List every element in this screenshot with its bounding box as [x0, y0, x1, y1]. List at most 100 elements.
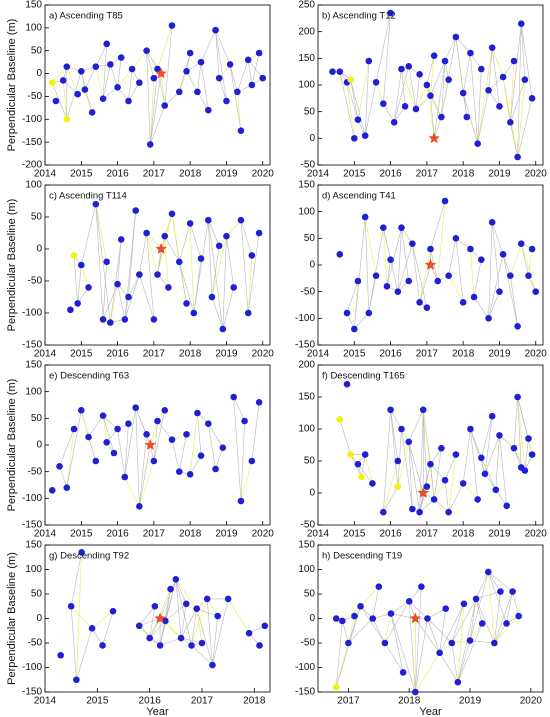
connection	[102, 415, 107, 443]
connection	[448, 238, 457, 276]
connection	[247, 255, 253, 314]
y-tick-label: -100	[22, 308, 42, 319]
reference-star	[428, 132, 440, 144]
point	[168, 22, 176, 29]
point	[478, 256, 485, 263]
connection	[422, 409, 428, 487]
x-tick-label: 2017	[143, 529, 166, 540]
x-tick-label: 2015	[343, 529, 366, 540]
point	[230, 284, 238, 291]
x-tick-label: 2018	[179, 349, 202, 360]
connection	[59, 428, 75, 467]
connection	[512, 591, 519, 617]
connection	[197, 91, 209, 111]
y-tick-label: 150	[298, 392, 315, 403]
reference-star	[155, 67, 167, 79]
point	[78, 549, 85, 556]
connection	[110, 284, 118, 323]
point	[81, 86, 89, 93]
point	[491, 639, 498, 647]
connection	[510, 122, 518, 158]
connection	[390, 409, 399, 462]
point	[394, 483, 402, 490]
point	[70, 252, 78, 259]
point	[436, 649, 443, 657]
connection	[342, 620, 349, 644]
x-tick-label: 2018	[243, 696, 266, 707]
point	[198, 639, 206, 647]
point	[205, 420, 212, 427]
connection	[469, 598, 477, 641]
point	[125, 293, 132, 301]
point	[175, 88, 183, 96]
connection	[178, 223, 191, 262]
x-tick-label: 2019	[488, 349, 511, 360]
point	[343, 309, 351, 317]
point	[215, 74, 223, 82]
connection	[149, 68, 158, 145]
point	[452, 33, 460, 41]
connection	[419, 264, 431, 303]
x-tick-label: 2014	[307, 169, 330, 180]
point	[151, 602, 159, 610]
connection	[180, 603, 187, 639]
x-tick-label: 2018	[452, 169, 475, 180]
y-axis-label: Perpendicular Baseline (m)	[6, 379, 18, 512]
connection	[149, 606, 156, 639]
connection	[368, 227, 384, 314]
connection	[102, 415, 115, 454]
point	[103, 439, 110, 446]
x-tick-label: 2020	[525, 349, 548, 360]
connection	[88, 415, 104, 438]
point	[117, 54, 125, 61]
connection	[191, 598, 208, 646]
connection	[462, 92, 478, 144]
connection	[178, 261, 187, 304]
connection	[139, 444, 151, 507]
point	[467, 425, 474, 433]
connection	[383, 103, 395, 123]
x-tick-label: 2017	[416, 529, 439, 540]
connection	[240, 420, 245, 502]
x-tick-label: 2014	[307, 529, 330, 540]
point	[361, 213, 369, 221]
point	[441, 197, 449, 205]
x-tick-label: 2018	[398, 696, 421, 707]
point	[514, 153, 521, 161]
x-tick-label: 2014	[34, 696, 57, 707]
point	[394, 457, 402, 465]
connection	[139, 274, 155, 320]
connection	[240, 460, 253, 502]
connection	[510, 23, 522, 123]
connection	[215, 447, 224, 470]
point	[209, 661, 216, 669]
point	[510, 444, 518, 452]
point	[365, 309, 373, 317]
point	[237, 127, 245, 135]
connection	[124, 423, 129, 478]
connection	[520, 23, 526, 80]
panel: -150 -100 -50 0 50 100 150 2014 2015 2016 2017 2018…	[6, 540, 271, 717]
x-tick-label: 2016	[139, 696, 162, 707]
point	[452, 235, 460, 242]
connection	[128, 82, 140, 102]
connection	[124, 274, 140, 320]
y-tick-label: 0	[36, 440, 42, 451]
panel: -150 -100 -50 0 50 100 150 2014 2015 2016 2017 2018…	[6, 360, 274, 540]
connection	[117, 57, 122, 88]
connection	[412, 243, 420, 303]
connection	[215, 30, 227, 102]
point	[175, 258, 183, 266]
connection	[408, 601, 416, 693]
connection	[335, 606, 361, 688]
connection	[66, 410, 82, 488]
point	[351, 612, 358, 620]
connection	[390, 613, 416, 693]
reference-star	[144, 439, 156, 450]
connection	[488, 571, 501, 592]
connection	[346, 82, 355, 139]
connection	[360, 606, 386, 644]
point	[74, 300, 81, 307]
x-tick-label: 2019	[459, 696, 482, 707]
connection	[102, 284, 118, 320]
